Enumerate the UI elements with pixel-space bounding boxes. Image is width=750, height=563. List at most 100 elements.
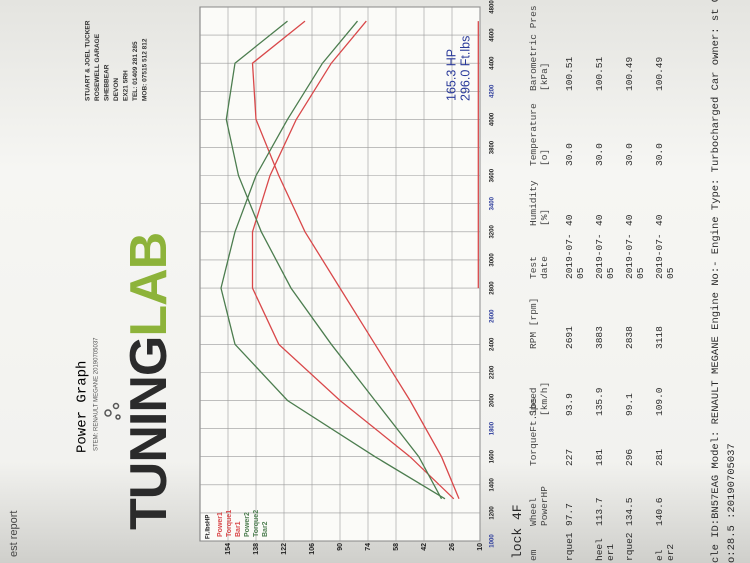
logo-dark: TUNING bbox=[120, 337, 178, 530]
table-title: lock 4F bbox=[510, 504, 525, 559]
table-cell: 97.7 bbox=[564, 503, 575, 526]
footer-line: o:28.5 :20190705037 bbox=[726, 443, 738, 563]
table-cell: 2019-07-05 bbox=[624, 233, 646, 279]
table-cell: 100.51 bbox=[594, 56, 605, 91]
column-header: Barometric Pres [kPa] bbox=[528, 5, 550, 91]
y-tick-label: 154 bbox=[225, 543, 232, 555]
table-cell: 135.9 bbox=[594, 387, 605, 416]
x-tick-label: 4600 bbox=[490, 28, 496, 42]
table-cell: 99.1 bbox=[624, 393, 635, 416]
table-cell: 100.49 bbox=[624, 56, 635, 91]
column-header: em bbox=[528, 549, 539, 561]
x-tick-label: 4000 bbox=[490, 112, 496, 126]
table-cell: 2019-07-05 bbox=[594, 233, 616, 279]
y-tick-label: 90 bbox=[337, 543, 344, 551]
series-line bbox=[225, 20, 443, 500]
y-tick-label: 74 bbox=[365, 543, 372, 551]
table-cell: 181 bbox=[594, 448, 605, 466]
logo-light: LAB bbox=[120, 233, 178, 337]
table-row: heel er1 113.7 181 135.9 3883 2019-07-05 40 30.… bbox=[594, 0, 624, 563]
table-cell: 140.6 bbox=[654, 497, 665, 526]
table-cell: 100.49 bbox=[654, 56, 665, 91]
legend-entry: Bar1 bbox=[235, 521, 242, 537]
x-tick-label: 1200 bbox=[490, 506, 496, 520]
x-tick-label: 2200 bbox=[490, 365, 496, 379]
column-header: Wheel PowerHP bbox=[528, 486, 550, 526]
company-line: TEL: 01409 281 285 bbox=[132, 41, 139, 101]
y-tick-label: 26 bbox=[449, 543, 456, 551]
column-header: Test date bbox=[528, 256, 550, 279]
table-cell: 3118 bbox=[654, 326, 665, 349]
company-line: SHEBBEAR bbox=[104, 64, 111, 101]
x-tick-label: 4800 bbox=[490, 0, 496, 14]
footer-line: cle ID:BN57EAG Model: RENAULT MEGANE Eng… bbox=[710, 0, 722, 563]
table-cell: 100.51 bbox=[564, 56, 575, 91]
y-tick-label: 138 bbox=[253, 543, 260, 555]
table-cell: 40 bbox=[654, 214, 665, 226]
x-tick-label: 3600 bbox=[490, 168, 496, 182]
table-cell: 40 bbox=[624, 214, 635, 226]
table-header-row: em Wheel PowerHP TorqueFt.lbs Speed [km/h] R… bbox=[528, 0, 564, 563]
x-tick-label: 3400 bbox=[490, 196, 496, 210]
table-row: el er2 140.6 281 109.0 3118 2019-07-05 40 30.0 1… bbox=[654, 0, 684, 563]
gear-icons bbox=[104, 402, 121, 420]
legend-entry: Power1 bbox=[217, 512, 224, 537]
x-tick-label: 1600 bbox=[490, 449, 496, 463]
series-line bbox=[220, 20, 446, 500]
row-label: el er2 bbox=[654, 543, 676, 561]
column-header: Temperature [o] bbox=[528, 103, 550, 166]
table-cell: 281 bbox=[654, 448, 665, 466]
annotation: 165.3 HP bbox=[444, 49, 458, 101]
table-cell: 30.0 bbox=[624, 143, 635, 166]
x-tick-label: 1000 bbox=[490, 534, 496, 548]
legend-entry: Torque1 bbox=[226, 510, 233, 537]
table-cell: 40 bbox=[594, 214, 605, 226]
table-cell: 40 bbox=[564, 214, 575, 226]
table-cell: 227 bbox=[564, 448, 575, 466]
x-tick-label: 3800 bbox=[490, 140, 496, 154]
column-header: RPM [rpm] bbox=[528, 297, 539, 349]
table-row: rque1 97.7 227 93.9 2691 2019-07-05 40 30.0 100.… bbox=[564, 0, 594, 563]
page-title: Power Graph bbox=[75, 361, 91, 453]
y-tick-label: 106 bbox=[309, 543, 316, 555]
table-cell: 30.0 bbox=[654, 143, 665, 166]
results-table: em Wheel PowerHP TorqueFt.lbs Speed [km/h] R… bbox=[528, 0, 684, 563]
row-label: rque2 bbox=[624, 532, 635, 561]
row-label: heel er1 bbox=[594, 538, 616, 561]
x-tick-label: 2400 bbox=[490, 337, 496, 351]
table-cell: 3883 bbox=[594, 326, 605, 349]
legend-entry: Bar2 bbox=[262, 521, 269, 537]
column-header: Humidity [%] bbox=[528, 180, 550, 226]
table-cell: 2691 bbox=[564, 326, 575, 349]
table-cell: 134.5 bbox=[624, 497, 635, 526]
column-header: Speed [km/h] bbox=[528, 381, 550, 416]
y-tick-label: 42 bbox=[421, 543, 428, 551]
company-line: DEVON bbox=[113, 78, 120, 101]
x-tick-label: 3000 bbox=[490, 253, 496, 267]
subtitle: STEM: RENAULT MEGANE 20190705037 bbox=[94, 337, 100, 451]
series-line bbox=[251, 20, 455, 500]
x-tick-label: 3200 bbox=[490, 225, 496, 239]
table-cell: 113.7 bbox=[594, 497, 605, 526]
y-tick-label: 122 bbox=[281, 543, 288, 555]
x-tick-label: 1800 bbox=[490, 421, 496, 435]
y-tick-label: 58 bbox=[393, 543, 400, 551]
x-tick-label: 2800 bbox=[490, 281, 496, 295]
series-line bbox=[251, 20, 460, 500]
table-cell: 2019-07-05 bbox=[564, 233, 586, 279]
legend-entry: Torque2 bbox=[253, 510, 260, 537]
table-cell: 2019-07-05 bbox=[654, 233, 676, 279]
table-cell: 296 bbox=[624, 448, 635, 466]
x-tick-label: 4200 bbox=[490, 84, 496, 98]
column-header: TorqueFt.lbs bbox=[528, 397, 539, 466]
x-tick-label: 2000 bbox=[490, 393, 496, 407]
table-cell: 30.0 bbox=[564, 143, 575, 166]
table-cell: 109.0 bbox=[654, 387, 665, 416]
y-tick-label: 10 bbox=[477, 543, 484, 551]
table-row: rque2 134.5 296 99.1 2838 2019-07-05 40 30.0 100… bbox=[624, 0, 654, 563]
company-line: STUART & JOEL TUCKER bbox=[85, 20, 92, 101]
table-cell: 30.0 bbox=[594, 143, 605, 166]
annotation: 296.0 Ft.lbs bbox=[458, 36, 472, 101]
company-line: EX21 5RH bbox=[123, 70, 130, 101]
